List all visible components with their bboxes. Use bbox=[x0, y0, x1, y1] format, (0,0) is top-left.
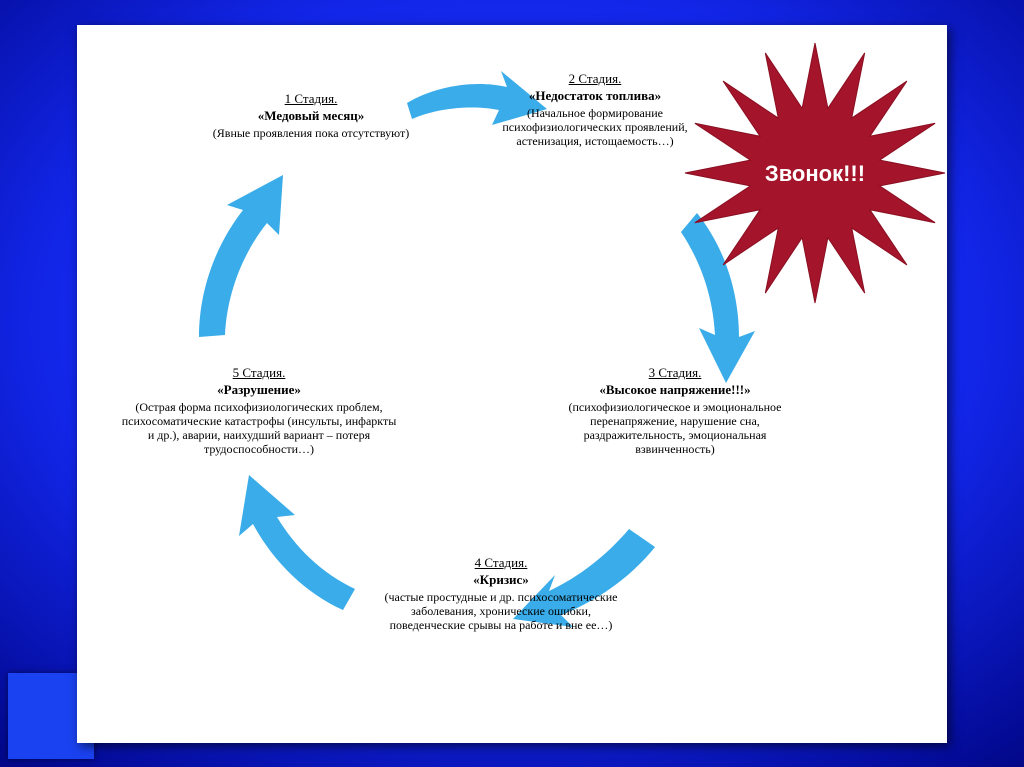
stage-desc: (Острая форма психофизиологических пробл… bbox=[119, 400, 399, 457]
stage-desc: (частые простудные и др. психосоматическ… bbox=[382, 590, 620, 632]
stage-number: 3 Стадия. bbox=[551, 365, 799, 380]
stage-number: 2 Стадия. bbox=[477, 71, 713, 86]
stage-number: 1 Стадия. bbox=[201, 91, 421, 106]
stage-title: «Разрушение» bbox=[119, 382, 399, 397]
slide-background: Звонок!!! 1 Стадия. «Медовый месяц» (Явные… bbox=[0, 0, 1024, 767]
stage-title: «Недостаток топлива» bbox=[477, 88, 713, 103]
stage-title: «Медовый месяц» bbox=[201, 108, 421, 123]
alert-text: Звонок!!! bbox=[765, 161, 865, 186]
stage-desc: (Начальное формирование психофизиологиче… bbox=[477, 106, 713, 148]
stage-title: «Высокое напряжение!!!» bbox=[551, 382, 799, 397]
stage-title: «Кризис» bbox=[382, 572, 620, 587]
stage-5: 5 Стадия. «Разрушение» (Острая форма психо… bbox=[119, 365, 399, 456]
stage-1: 1 Стадия. «Медовый месяц» (Явные проявлени… bbox=[201, 91, 421, 140]
stage-4: 4 Стадия. «Кризис» (частые простудные и др… bbox=[382, 555, 620, 632]
stage-desc: (Явные проявления пока отсутствуют) bbox=[201, 126, 421, 140]
stage-number: 4 Стадия. bbox=[382, 555, 620, 570]
stage-2: 2 Стадия. «Недостаток топлива» (Начальное … bbox=[477, 71, 713, 148]
slide-canvas: Звонок!!! 1 Стадия. «Медовый месяц» (Явные… bbox=[77, 25, 947, 743]
stage-3: 3 Стадия. «Высокое напряжение!!!» (психофи… bbox=[551, 365, 799, 456]
stage-number: 5 Стадия. bbox=[119, 365, 399, 380]
stage-desc: (психофизиологическое и эмоциональное пе… bbox=[551, 400, 799, 457]
